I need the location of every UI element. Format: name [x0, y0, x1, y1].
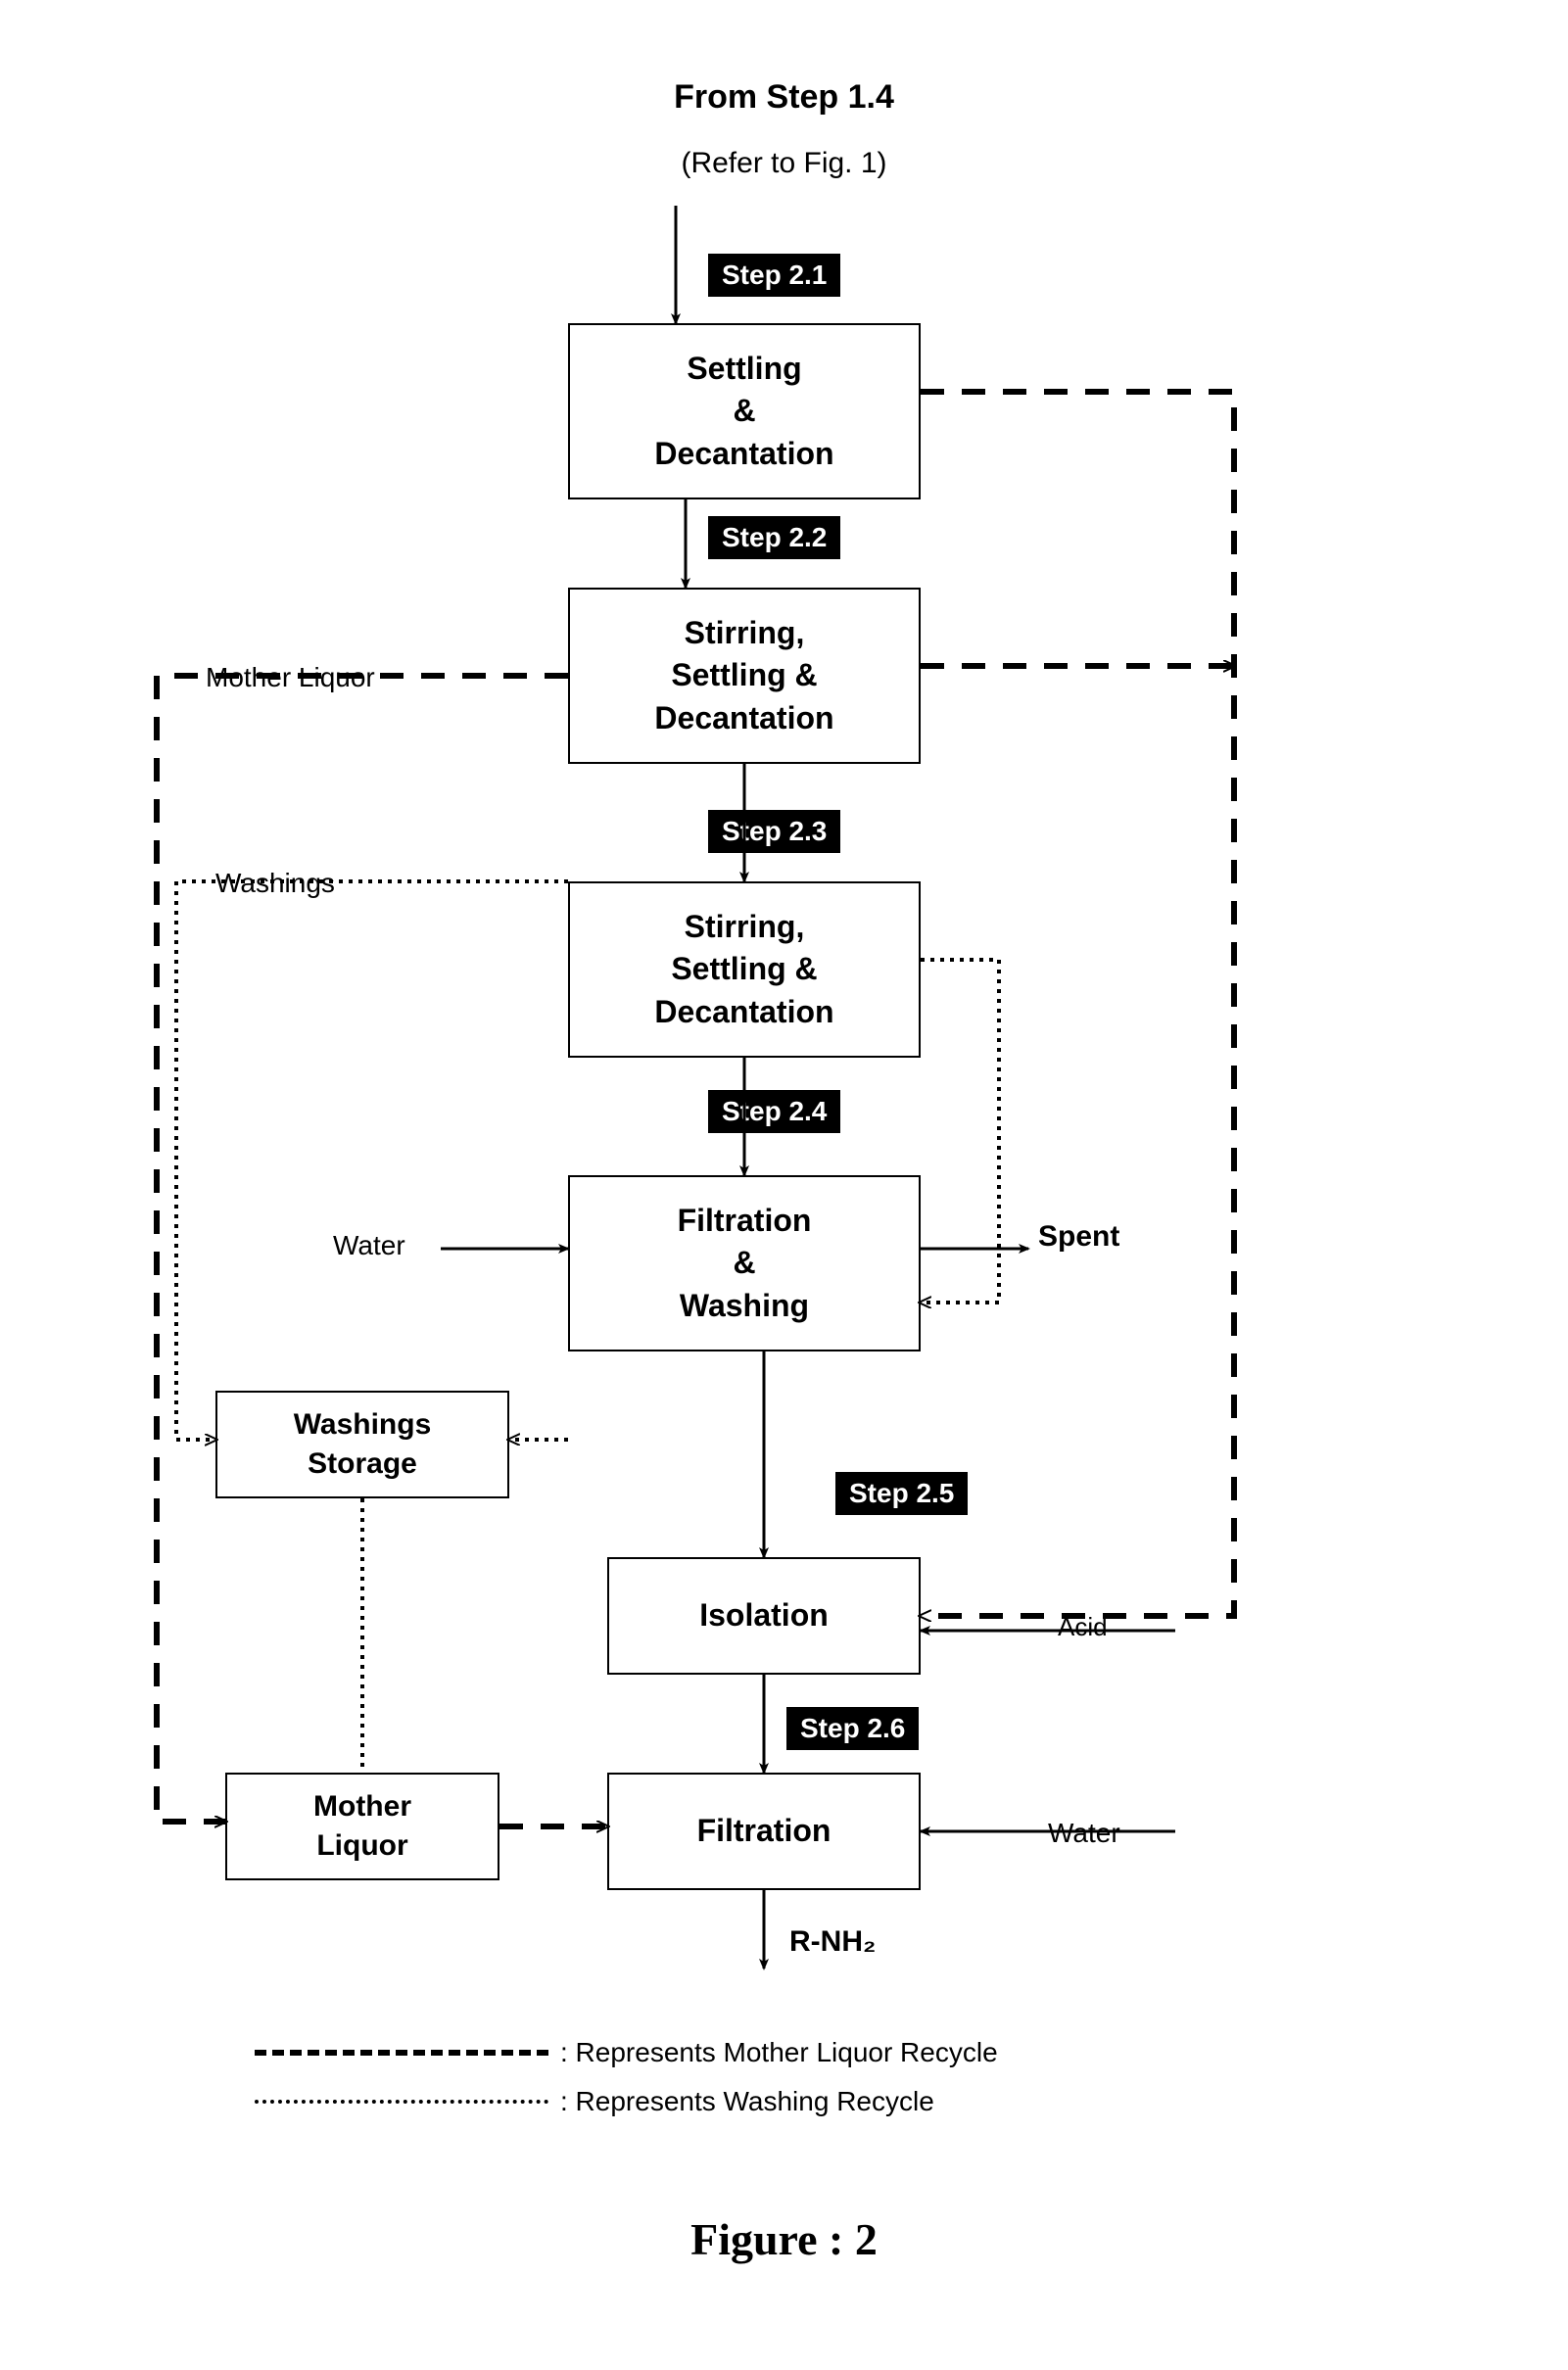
label-mother-liquor-in: Mother Liquor	[206, 662, 375, 693]
step-badge-2-1: Step 2.1	[705, 251, 843, 300]
figure-caption: Figure : 2	[0, 2213, 1568, 2265]
box-washings-storage: WashingsStorage	[215, 1391, 509, 1498]
box-filtration: Filtration	[607, 1773, 921, 1890]
legend-text: : Represents Washing Recycle	[560, 2086, 934, 2117]
label-water-in: Water	[333, 1230, 405, 1261]
box-isolation: Isolation	[607, 1557, 921, 1675]
box-settling-decantation: Settling&Decantation	[568, 323, 921, 499]
legend-mother-liquor-recycle: : Represents Mother Liquor Recycle	[255, 2037, 998, 2068]
label-output-rnh2: R-NH₂	[789, 1925, 876, 1959]
step-badge-2-5: Step 2.5	[832, 1469, 971, 1518]
step-badge-2-4: Step 2.4	[705, 1087, 843, 1136]
label-washings-in: Washings	[215, 868, 335, 899]
step-badge-2-6: Step 2.6	[784, 1704, 922, 1753]
legend-line-dotted	[255, 2100, 548, 2104]
box-stirring-settling-decant-1: Stirring,Settling &Decantation	[568, 588, 921, 764]
legend-text: : Represents Mother Liquor Recycle	[560, 2037, 998, 2068]
box-filtration-washing: Filtration&Washing	[568, 1175, 921, 1351]
legend-line-dashed	[255, 2050, 548, 2056]
box-stirring-settling-decant-2: Stirring,Settling &Decantation	[568, 881, 921, 1058]
header-subtitle: (Refer to Fig. 1)	[0, 147, 1568, 180]
box-mother-liquor: MotherLiquor	[225, 1773, 499, 1880]
label-water-2: Water	[1048, 1818, 1120, 1849]
legend-washing-recycle: : Represents Washing Recycle	[255, 2086, 934, 2117]
diagram-canvas: From Step 1.4 (Refer to Fig. 1) Settling…	[0, 0, 1568, 2370]
label-acid: Acid	[1058, 1612, 1108, 1642]
header-title: From Step 1.4	[0, 78, 1568, 117]
step-badge-2-3: Step 2.3	[705, 807, 843, 856]
step-badge-2-2: Step 2.2	[705, 513, 843, 562]
label-spent: Spent	[1038, 1220, 1119, 1254]
